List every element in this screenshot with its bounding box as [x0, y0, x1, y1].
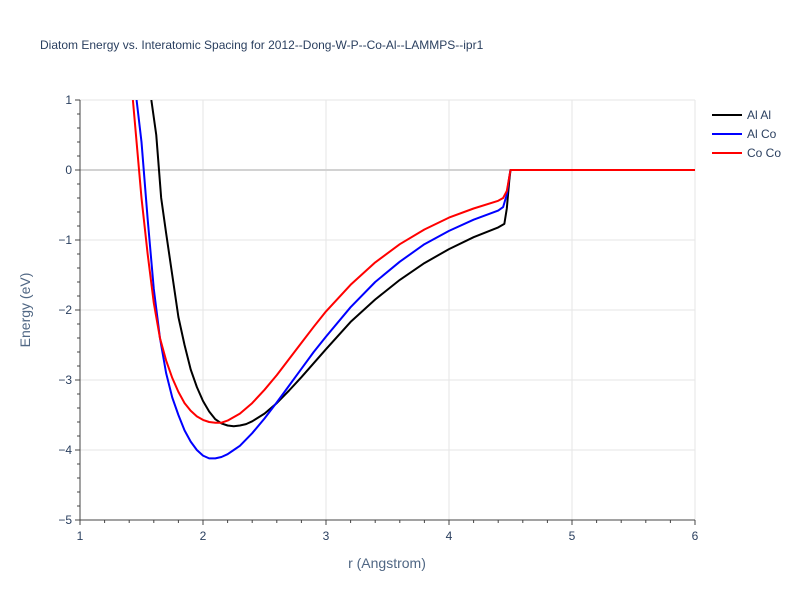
chart-title: Diatom Energy vs. Interatomic Spacing fo…	[40, 38, 484, 52]
legend-item-al-al[interactable]: Al Al	[712, 108, 771, 122]
y-tick-label: 1	[65, 93, 72, 107]
legend[interactable]: Al Al Al Co Co Co	[712, 108, 781, 160]
y-axis-title: Energy (eV)	[17, 273, 33, 348]
x-tick-label: 2	[200, 529, 207, 543]
series-line-al-co	[135, 100, 695, 460]
axes: 1 2 3 4 5 6 −5 −4 −3 −2 −1 0 1	[58, 93, 698, 543]
legend-item-al-co[interactable]: Al Co	[712, 127, 777, 141]
y-tick-label: −3	[58, 373, 72, 387]
legend-label: Al Al	[747, 108, 771, 122]
y-tick-label: −4	[58, 443, 72, 457]
legend-item-co-co[interactable]: Co Co	[712, 146, 781, 160]
x-tick-label: 1	[77, 529, 84, 543]
x-tick-label: 5	[569, 529, 576, 543]
legend-label: Co Co	[747, 146, 781, 160]
x-axis-title: r (Angstrom)	[348, 555, 426, 571]
series-line-co-co	[131, 100, 695, 424]
legend-label: Al Co	[747, 127, 777, 141]
series-lines	[131, 100, 695, 460]
x-tick-label: 4	[446, 529, 453, 543]
x-tick-label: 6	[692, 529, 699, 543]
y-tick-label: 0	[65, 163, 72, 177]
grid	[80, 99, 696, 520]
y-tick-label: −2	[58, 303, 72, 317]
y-tick-label: −5	[58, 513, 72, 527]
x-tick-label: 3	[323, 529, 330, 543]
y-tick-label: −1	[58, 233, 72, 247]
